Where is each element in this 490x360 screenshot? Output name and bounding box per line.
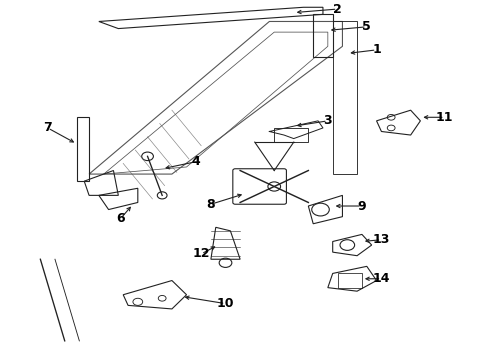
Text: 1: 1 xyxy=(372,43,381,57)
Text: 9: 9 xyxy=(358,199,366,212)
Text: 14: 14 xyxy=(373,272,390,285)
Bar xyxy=(338,274,362,288)
Text: 4: 4 xyxy=(192,155,200,168)
Text: 6: 6 xyxy=(117,212,125,225)
Text: 12: 12 xyxy=(193,247,210,260)
Text: 2: 2 xyxy=(333,3,342,15)
Bar xyxy=(274,128,308,142)
Bar xyxy=(77,117,89,181)
Text: 11: 11 xyxy=(436,111,454,124)
Text: 5: 5 xyxy=(363,20,371,33)
Text: 8: 8 xyxy=(207,198,215,211)
Text: 13: 13 xyxy=(373,233,390,246)
Text: 10: 10 xyxy=(217,297,234,310)
Text: 3: 3 xyxy=(323,114,332,127)
Text: 7: 7 xyxy=(43,121,52,134)
